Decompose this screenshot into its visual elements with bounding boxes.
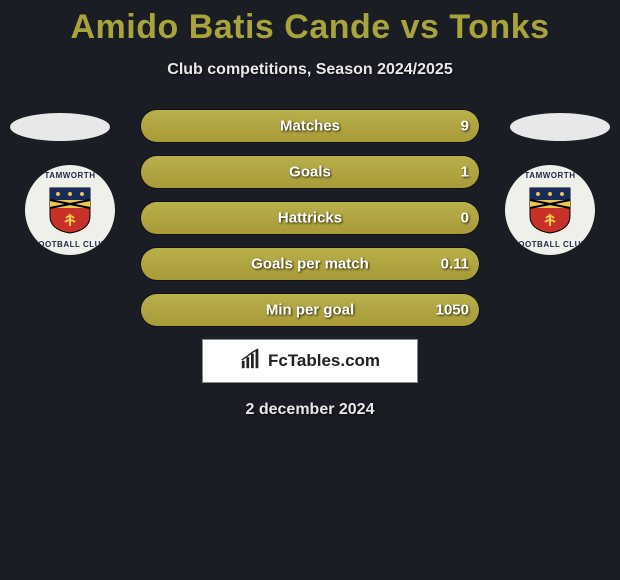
bar-value-right: 0.11: [441, 256, 469, 273]
brand-text: FcTables.com: [268, 351, 380, 371]
crest-bottom-text: FOOTBALL CLUB: [513, 240, 587, 249]
bar-label: Matches: [280, 118, 340, 135]
stat-bar-row: Matches 9: [140, 109, 480, 143]
stat-bar-row: Goals 1: [140, 155, 480, 189]
bar-label: Goals per match: [251, 256, 369, 273]
comparison-content: TAMWORTH FOOTBALL CLUB TAMWORTH: [0, 109, 620, 419]
crest-shield-icon: [48, 186, 92, 234]
brand-box: FcTables.com: [202, 339, 418, 383]
stat-bar-row: Goals per match 0.11: [140, 247, 480, 281]
club-crest-left: TAMWORTH FOOTBALL CLUB: [25, 165, 115, 255]
bar-label: Hattricks: [278, 210, 342, 227]
stat-bar-row: Hattricks 0: [140, 201, 480, 235]
player-oval-right: [510, 113, 610, 141]
bar-value-right: 9: [461, 118, 469, 135]
crest-top-text: TAMWORTH: [525, 171, 576, 180]
player-oval-left: [10, 113, 110, 141]
chart-icon: [240, 348, 262, 375]
bar-value-right: 1050: [436, 302, 469, 319]
bar-value-right: 0: [461, 210, 469, 227]
stat-bar-row: Min per goal 1050: [140, 293, 480, 327]
page-title: Amido Batis Cande vs Tonks: [0, 0, 620, 47]
subtitle: Club competitions, Season 2024/2025: [0, 61, 620, 79]
bar-label: Goals: [289, 164, 331, 181]
bar-value-right: 1: [461, 164, 469, 181]
date-text: 2 december 2024: [0, 401, 620, 419]
stat-bars: Matches 9 Goals 1 Hattricks 0 Goals per match 0…: [140, 109, 480, 327]
bar-label: Min per goal: [266, 302, 354, 319]
crest-top-text: TAMWORTH: [45, 171, 96, 180]
crest-shield-icon: [528, 186, 572, 234]
crest-bottom-text: FOOTBALL CLUB: [33, 240, 107, 249]
club-crest-right: TAMWORTH FOOTBALL CLUB: [505, 165, 595, 255]
